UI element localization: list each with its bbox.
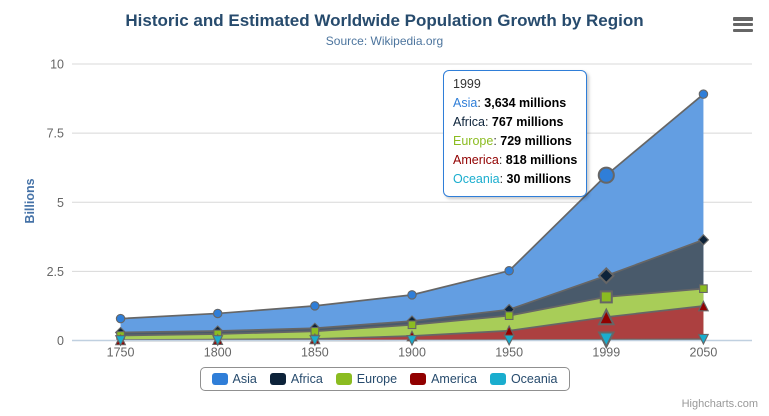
x-axis-label: 1750 [107,346,135,360]
tooltip: 1999 Asia: 3,634 millions Africa: 767 mil… [443,70,588,197]
legend-swatch-icon [410,373,427,385]
data-point-marker-oceania[interactable] [406,334,418,347]
data-point-marker-asia[interactable] [407,290,417,300]
series-area-asia[interactable] [120,94,704,341]
x-axis-label: 1900 [398,346,426,360]
chart-subtitle: Source: Wikipedia.org [325,34,444,48]
data-point-marker-asia[interactable] [504,266,514,276]
legend-label: Europe [356,372,398,386]
data-point-marker-asia[interactable] [597,166,615,184]
export-menu-button[interactable] [730,13,756,33]
y-axis-label: 0 [57,334,64,348]
data-point-marker-asia[interactable] [698,89,709,99]
legend-label: Oceania [510,372,558,386]
data-point-marker-europe[interactable] [407,320,417,330]
tooltip-row-asia: Asia: 3,634 millions [453,96,567,110]
legend-item-oceania[interactable]: Oceania [489,372,558,386]
x-axis-label: 1800 [204,346,232,360]
tooltip-row-europe: Europe: 729 millions [453,134,572,148]
data-point-marker-america[interactable] [597,307,616,326]
data-point-marker-america[interactable] [697,299,710,312]
legend-label: Asia [232,372,257,386]
tooltip-row-africa: Africa: 767 millions [453,115,564,129]
data-point-marker-africa[interactable] [697,234,710,246]
y-axis-label: 5 [57,196,64,210]
legend-item-america[interactable]: America [410,372,477,386]
x-axis-label: 1850 [301,346,329,360]
chart-title: Historic and Estimated Worldwide Populat… [125,11,644,30]
legend-label: America [431,372,477,386]
data-point-marker-oceania[interactable] [212,335,224,347]
data-point-marker-oceania[interactable] [114,335,127,347]
data-point-marker-oceania[interactable] [503,334,515,347]
hamburger-menu-icon [732,17,754,32]
data-point-marker-oceania[interactable] [597,331,616,350]
tooltip-rows: Asia: 3,634 millions Africa: 767 millions… [453,94,577,189]
legend-swatch-icon [211,373,228,385]
data-point-marker-europe[interactable] [504,311,514,320]
tooltip-header: 1999 [453,77,481,91]
data-point-marker-oceania[interactable] [697,333,710,346]
credits-link[interactable]: Highcharts.com [681,398,758,410]
legend-item-europe[interactable]: Europe [335,372,398,386]
data-point-marker-europe[interactable] [699,284,708,294]
x-axis-label: 2050 [690,346,718,360]
legend-swatch-icon [269,373,286,385]
legend: Asia Africa Europe America Oceania [199,367,570,391]
tooltip-row-oceania: Oceania: 30 millions [453,172,572,186]
data-point-marker-asia[interactable] [115,313,126,324]
data-point-marker-asia[interactable] [310,301,320,311]
data-point-marker-africa[interactable] [597,267,615,285]
tooltip-row-america: America: 818 millions [453,153,578,167]
legend-item-asia[interactable]: Asia [211,372,257,386]
series-area-america[interactable] [120,306,704,341]
data-point-marker-asia[interactable] [212,308,223,319]
y-axis-label: 2.5 [47,265,64,279]
y-axis-label: 7.5 [47,127,64,141]
x-axis-label: 1999 [592,346,620,360]
legend-label: Africa [290,372,323,386]
legend-swatch-icon [335,373,352,385]
legend-swatch-icon [489,373,506,385]
data-point-marker-europe[interactable] [599,290,613,304]
legend-item-africa[interactable]: Africa [269,372,323,386]
data-point-marker-oceania[interactable] [309,335,321,347]
y-axis-label: 10 [50,58,64,72]
x-axis-label: 1950 [495,346,523,360]
